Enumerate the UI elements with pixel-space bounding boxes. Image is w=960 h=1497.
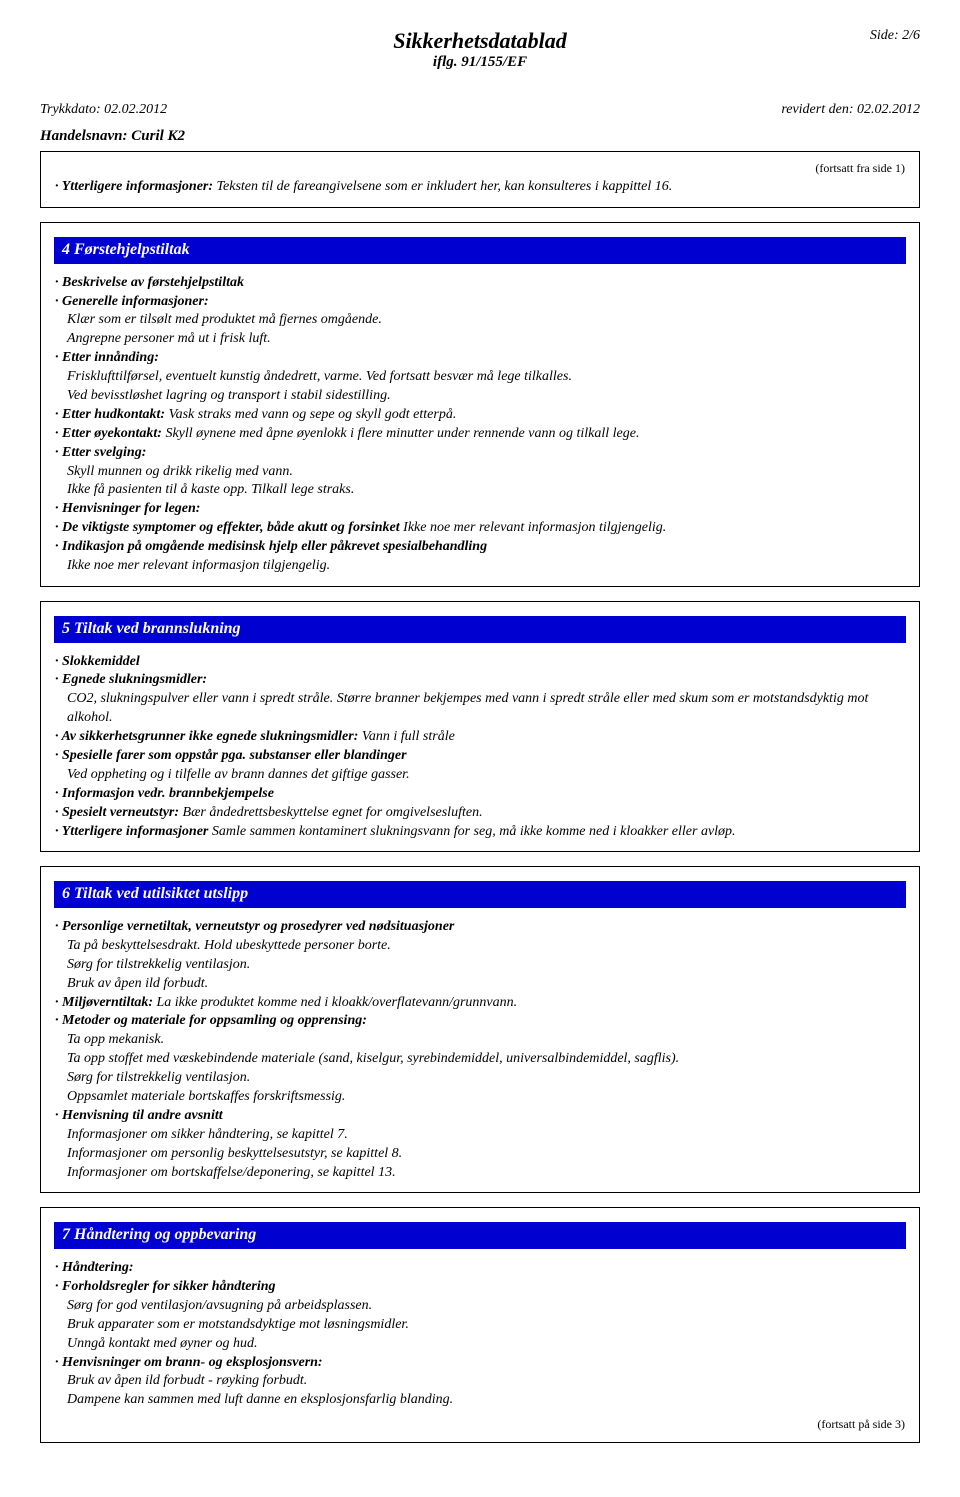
s7-l3: Sørg for god ventilasjon/avsugning på ar… xyxy=(55,1297,905,1316)
s6-l9: Sørg for tilstrekkelig ventilasjon. xyxy=(55,1069,905,1088)
page-header: Side: 2/6 Sikkerhetsdatablad iflg. 91/15… xyxy=(40,28,920,98)
s6-l13: Informasjoner om personlig beskyttelsesu… xyxy=(55,1145,905,1164)
section-4-header: 4 Førstehjelpstiltak xyxy=(54,237,906,264)
print-date: Trykkdato: 02.02.2012 xyxy=(40,102,167,118)
s5-l8b: Bær åndedrettsbeskyttelse egnet for omgi… xyxy=(179,805,483,820)
section-5-box: 5 Tiltak ved brannslukning · Slokkemidde… xyxy=(40,601,920,853)
further-info-text: Teksten til de fareangivelsene som er in… xyxy=(213,179,672,194)
s4-l6: Frisklufttilførsel, eventuelt kunstig ån… xyxy=(55,368,905,387)
s5-l3: CO2, slukningspulver eller vann i spredt… xyxy=(55,690,905,728)
s6-l4: Bruk av åpen ild forbudt. xyxy=(55,975,905,994)
s5-l7: · Informasjon vedr. brannbekjempelse xyxy=(55,785,905,804)
s6-l3: Sørg for tilstrekkelig ventilasjon. xyxy=(55,956,905,975)
s4-l5: · Etter innånding: xyxy=(55,349,905,368)
document-subtitle: iflg. 91/155/EF xyxy=(40,54,920,71)
section-4-box: 4 Førstehjelpstiltak · Beskrivelse av fø… xyxy=(40,222,920,587)
s6-l1: · Personlige vernetiltak, verneutstyr og… xyxy=(55,918,905,937)
s7-l2: · Forholdsregler for sikker håndtering xyxy=(55,1278,905,1297)
revised-date: revidert den: 02.02.2012 xyxy=(781,102,920,118)
s6-l5b: La ikke produktet komme ned i kloakk/ove… xyxy=(153,995,517,1010)
section-6-box: 6 Tiltak ved utilsiktet utslipp · Person… xyxy=(40,866,920,1193)
section-7-box: 7 Håndtering og oppbevaring · Håndtering… xyxy=(40,1207,920,1443)
s5-l2: · Egnede slukningsmidler: xyxy=(55,671,905,690)
s5-l4a: · Av sikkerhetsgrunner ikke egnede slukn… xyxy=(55,729,358,744)
s7-l4: Bruk apparater som er motstandsdyktige m… xyxy=(55,1316,905,1335)
s6-l7: Ta opp mekanisk. xyxy=(55,1031,905,1050)
s4-l15: · Indikasjon på omgående medisinsk hjelp… xyxy=(55,538,905,557)
s5-l6: Ved oppheting og i tilfelle av brann dan… xyxy=(55,766,905,785)
s4-l13: · Henvisninger for legen: xyxy=(55,500,905,519)
s5-l5: · Spesielle farer som oppstår pga. subst… xyxy=(55,747,905,766)
s4-l4: Angrepne personer må ut i frisk luft. xyxy=(55,330,905,349)
s4-l9b: Skyll øynene med åpne øyenlokk i flere m… xyxy=(162,426,640,441)
s6-l10: Oppsamlet materiale bortskaffes forskrif… xyxy=(55,1088,905,1107)
s4-l16: Ikke noe mer relevant informasjon tilgje… xyxy=(55,557,905,576)
section-6-header: 6 Tiltak ved utilsiktet utslipp xyxy=(54,881,906,908)
s6-l5a: · Miljøverntiltak: xyxy=(55,995,153,1010)
intro-box: (fortsatt fra side 1) · Ytterligere info… xyxy=(40,151,920,208)
product-name: Handelsnavn: Curil K2 xyxy=(40,128,920,145)
s4-l2: · Generelle informasjoner: xyxy=(55,293,905,312)
s4-l14b: Ikke noe mer relevant informasjon tilgje… xyxy=(400,520,667,535)
page-number: Side: 2/6 xyxy=(870,28,920,44)
section-7-header: 7 Håndtering og oppbevaring xyxy=(54,1222,906,1249)
s7-l7: Bruk av åpen ild forbudt - røyking forbu… xyxy=(55,1372,905,1391)
s6-l11: · Henvisning til andre avsnitt xyxy=(55,1107,905,1126)
s7-l1: · Håndtering: xyxy=(55,1259,905,1278)
s4-l8a: · Etter hudkontakt: xyxy=(55,407,165,422)
s6-l2: Ta på beskyttelsesdrakt. Hold ubeskytted… xyxy=(55,937,905,956)
s7-l8: Dampene kan sammen med luft danne en eks… xyxy=(55,1391,905,1410)
s5-l9b: Samle sammen kontaminert slukningsvann f… xyxy=(208,824,735,839)
continued-from: (fortsatt fra side 1) xyxy=(55,160,905,176)
s6-l6: · Metoder og materiale for oppsamling og… xyxy=(55,1012,905,1031)
s4-l3: Klær som er tilsølt med produktet må fje… xyxy=(55,311,905,330)
meta-row: Trykkdato: 02.02.2012 revidert den: 02.0… xyxy=(40,102,920,118)
s5-l9a: · Ytterligere informasjoner xyxy=(55,824,208,839)
document-title: Sikkerhetsdatablad xyxy=(40,28,920,54)
s6-l12: Informasjoner om sikker håndtering, se k… xyxy=(55,1126,905,1145)
s4-l12: Ikke få pasienten til å kaste opp. Tilka… xyxy=(55,481,905,500)
s5-l1: · Slokkemiddel xyxy=(55,653,905,672)
s4-l11: Skyll munnen og drikk rikelig med vann. xyxy=(55,463,905,482)
section-5-header: 5 Tiltak ved brannslukning xyxy=(54,616,906,643)
s6-l14: Informasjoner om bortskaffelse/deponerin… xyxy=(55,1164,905,1183)
further-info-label: · Ytterligere informasjoner: xyxy=(55,179,213,194)
s7-l6: · Henvisninger om brann- og eksplosjonsv… xyxy=(55,1354,905,1373)
s4-l7: Ved bevisstløshet lagring og transport i… xyxy=(55,387,905,406)
s5-l4b: Vann i full stråle xyxy=(358,729,454,744)
s7-l5: Unngå kontakt med øyner og hud. xyxy=(55,1335,905,1354)
s4-l8b: Vask straks med vann og sepe og skyll go… xyxy=(165,407,456,422)
s5-l8a: · Spesielt verneutstyr: xyxy=(55,805,179,820)
page: Side: 2/6 Sikkerhetsdatablad iflg. 91/15… xyxy=(0,0,960,1497)
s4-l14a: · De viktigste symptomer og effekter, bå… xyxy=(55,520,400,535)
s6-l8: Ta opp stoffet med væskebindende materia… xyxy=(55,1050,905,1069)
s4-l9a: · Etter øyekontakt: xyxy=(55,426,162,441)
s4-l1: · Beskrivelse av førstehjelpstiltak xyxy=(55,274,905,293)
continued-to: (fortsatt på side 3) xyxy=(55,1416,905,1432)
s4-l10: · Etter svelging: xyxy=(55,444,905,463)
